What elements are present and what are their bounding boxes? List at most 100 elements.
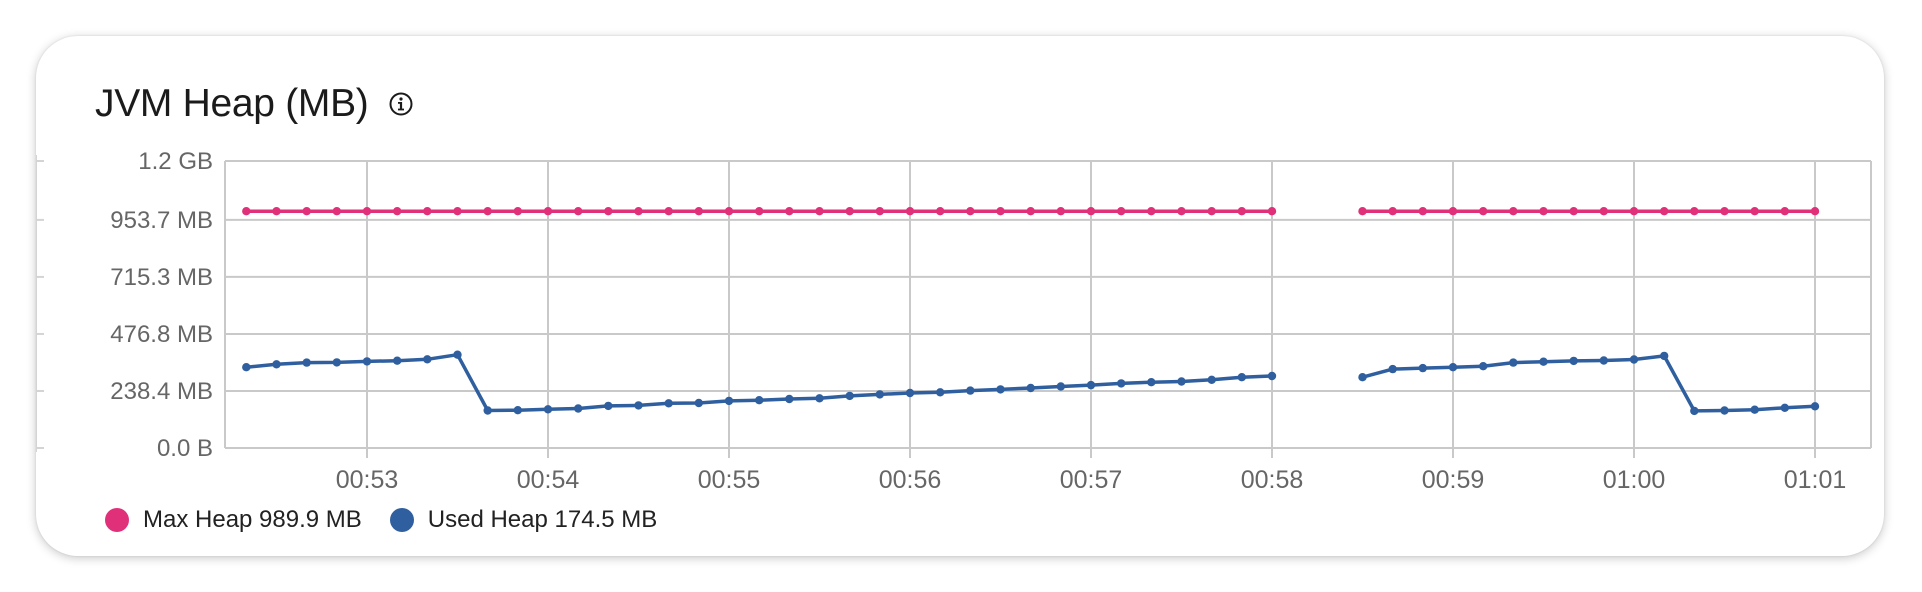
data-point-used-heap[interactable] [1117,379,1126,388]
data-point-max-heap[interactable] [423,207,432,216]
data-point-used-heap[interactable] [362,357,372,366]
data-point-max-heap[interactable] [1509,207,1518,216]
data-point-used-heap[interactable] [604,401,613,411]
legend-item-max-heap[interactable]: Max Heap 989.9 MB [105,506,362,534]
data-point-used-heap[interactable] [513,406,522,415]
data-point-max-heap[interactable] [936,207,945,216]
data-point-used-heap[interactable] [1448,363,1458,372]
data-point-used-heap[interactable] [634,401,643,410]
data-point-used-heap[interactable] [1388,364,1397,374]
data-point-used-heap[interactable] [694,398,703,408]
data-point-used-heap[interactable] [1780,403,1790,412]
data-point-max-heap[interactable] [543,207,553,216]
data-point-max-heap[interactable] [604,207,613,216]
data-point-used-heap[interactable] [664,399,673,408]
data-point-used-heap[interactable] [875,390,884,399]
data-point-max-heap[interactable] [1237,207,1247,216]
data-point-max-heap[interactable] [694,207,703,216]
data-point-used-heap[interactable] [724,396,734,406]
data-point-used-heap[interactable] [815,394,824,403]
data-point-used-heap[interactable] [1237,373,1247,382]
data-point-max-heap[interactable] [1177,207,1186,216]
data-point-max-heap[interactable] [1810,207,1820,216]
data-point-max-heap[interactable] [1539,207,1548,216]
data-point-used-heap[interactable] [1418,363,1428,373]
data-point-used-heap[interactable] [785,394,794,404]
data-point-used-heap[interactable] [543,405,553,414]
data-point-max-heap[interactable] [1117,207,1126,216]
data-point-max-heap[interactable] [966,207,975,216]
data-point-used-heap[interactable] [393,356,402,365]
data-point-max-heap[interactable] [845,207,854,216]
data-point-used-heap[interactable] [1358,373,1367,382]
data-point-max-heap[interactable] [1418,207,1428,216]
data-point-max-heap[interactable] [1207,207,1216,216]
data-point-max-heap[interactable] [1026,207,1035,216]
data-point-max-heap[interactable] [1147,207,1156,216]
data-point-max-heap[interactable] [513,207,522,216]
data-point-used-heap[interactable] [1509,358,1518,367]
data-point-used-heap[interactable] [483,406,492,415]
data-point-used-heap[interactable] [1177,377,1186,386]
data-point-max-heap[interactable] [785,207,794,216]
data-point-max-heap[interactable] [1086,207,1096,216]
data-point-max-heap[interactable] [1056,207,1065,216]
data-point-used-heap[interactable] [1569,356,1578,366]
data-point-used-heap[interactable] [905,388,915,398]
data-point-max-heap[interactable] [1629,207,1639,216]
data-point-used-heap[interactable] [1267,371,1277,381]
data-point-max-heap[interactable] [724,207,734,216]
data-point-max-heap[interactable] [393,207,402,216]
data-point-max-heap[interactable] [1448,207,1458,216]
data-point-used-heap[interactable] [272,360,281,369]
data-point-used-heap[interactable] [996,385,1005,394]
data-point-max-heap[interactable] [1780,207,1790,216]
data-point-max-heap[interactable] [1690,207,1699,216]
data-point-used-heap[interactable] [1690,406,1699,416]
data-point-used-heap[interactable] [845,391,854,401]
data-point-used-heap[interactable] [332,358,341,367]
data-point-max-heap[interactable] [1720,207,1729,216]
data-point-used-heap[interactable] [423,355,432,364]
data-point-max-heap[interactable] [453,207,462,216]
data-point-max-heap[interactable] [1388,207,1397,216]
data-point-max-heap[interactable] [875,207,884,216]
data-point-max-heap[interactable] [1358,207,1367,216]
data-point-used-heap[interactable] [936,388,945,397]
data-point-max-heap[interactable] [242,207,251,216]
data-point-max-heap[interactable] [1569,207,1578,216]
data-point-used-heap[interactable] [1660,351,1669,361]
data-point-max-heap[interactable] [996,207,1005,216]
data-point-used-heap[interactable] [242,363,251,372]
data-point-used-heap[interactable] [1539,357,1548,366]
data-point-used-heap[interactable] [966,386,975,395]
data-point-used-heap[interactable] [574,404,583,413]
data-point-used-heap[interactable] [1810,402,1820,411]
data-point-max-heap[interactable] [1660,207,1669,216]
data-point-max-heap[interactable] [332,207,341,216]
data-point-used-heap[interactable] [1056,382,1065,391]
data-point-max-heap[interactable] [1479,207,1488,216]
data-point-max-heap[interactable] [483,207,492,216]
data-point-used-heap[interactable] [453,350,462,359]
data-point-used-heap[interactable] [1629,355,1639,364]
data-point-max-heap[interactable] [815,207,824,216]
data-point-max-heap[interactable] [905,207,915,216]
data-point-used-heap[interactable] [1479,362,1488,371]
data-point-used-heap[interactable] [1207,375,1216,384]
data-point-used-heap[interactable] [1026,383,1035,393]
data-point-max-heap[interactable] [664,207,673,216]
data-point-used-heap[interactable] [1599,356,1609,365]
data-point-used-heap[interactable] [1720,406,1729,415]
data-point-max-heap[interactable] [302,207,311,216]
data-point-used-heap[interactable] [755,396,764,405]
data-point-used-heap[interactable] [1147,378,1156,387]
data-point-used-heap[interactable] [302,358,311,367]
data-point-max-heap[interactable] [362,207,372,216]
data-point-max-heap[interactable] [634,207,643,216]
data-point-max-heap[interactable] [1267,207,1277,216]
data-point-max-heap[interactable] [1599,207,1609,216]
data-point-max-heap[interactable] [574,207,583,216]
data-point-used-heap[interactable] [1750,405,1759,414]
data-point-max-heap[interactable] [755,207,764,216]
